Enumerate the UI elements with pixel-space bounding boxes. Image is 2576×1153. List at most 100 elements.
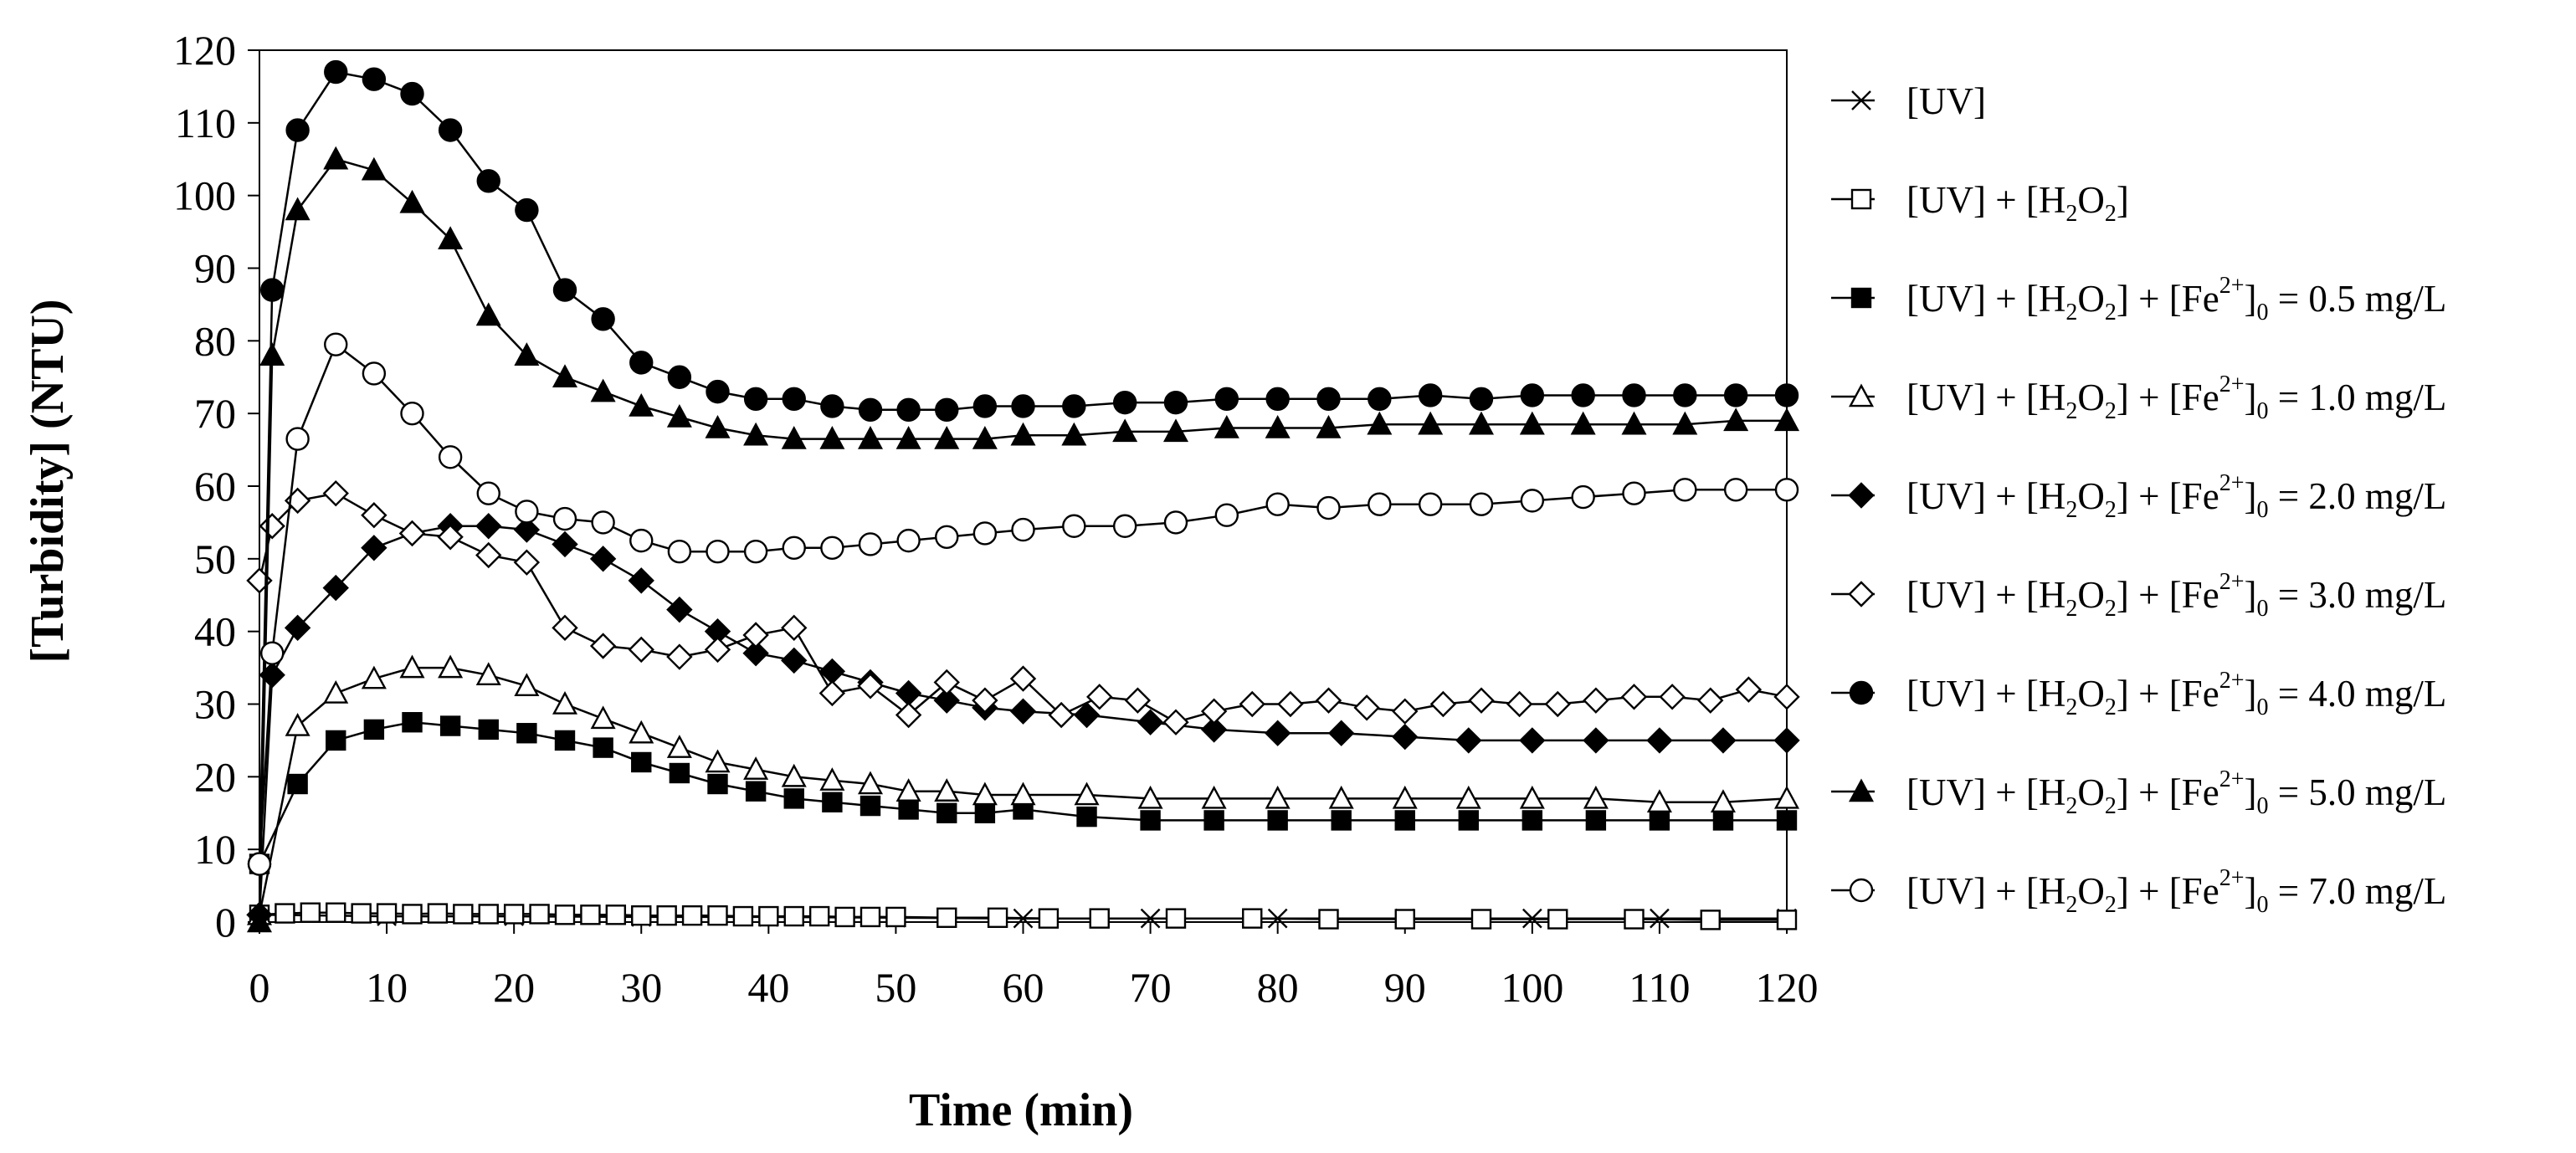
data-point bbox=[1712, 810, 1734, 831]
data-point bbox=[1392, 723, 1419, 751]
legend-label: [UV] + [H2O2] + [Fe2+]0 = 1.0 mg/L bbox=[1906, 372, 2446, 424]
data-point bbox=[552, 530, 578, 558]
data-point bbox=[475, 302, 501, 326]
data-point bbox=[478, 719, 499, 740]
legend-label-part: O bbox=[2077, 574, 2105, 616]
legend-label-part: 2+ bbox=[2219, 668, 2245, 694]
data-point bbox=[1265, 415, 1291, 438]
data-point bbox=[667, 539, 692, 564]
data-point bbox=[1214, 415, 1239, 438]
legend-label-part: 0 bbox=[2256, 793, 2268, 819]
data-point bbox=[705, 415, 731, 438]
data-point bbox=[1163, 510, 1188, 535]
data-point bbox=[972, 394, 998, 418]
legend-label-part: ] bbox=[2244, 377, 2256, 418]
y-tick-label: 90 bbox=[194, 245, 236, 292]
data-point bbox=[781, 614, 808, 642]
legend-label: [UV] + [H2O2] + [Fe2+]0 = 2.0 mg/L bbox=[1906, 470, 2446, 523]
data-point bbox=[552, 364, 578, 387]
data-point bbox=[820, 394, 844, 418]
series-layer bbox=[246, 59, 1800, 933]
legend-label-part: = 1.0 mg/L bbox=[2268, 377, 2446, 418]
data-point bbox=[1124, 687, 1152, 714]
data-point bbox=[514, 673, 540, 697]
data-point bbox=[629, 351, 654, 375]
legend-label-part: = 5.0 mg/L bbox=[2268, 771, 2446, 813]
legend-label-part: [UV] + [H bbox=[1906, 475, 2065, 517]
data-point bbox=[1010, 422, 1036, 446]
legend-layer: [UV][UV] + [H2O2][UV] + [H2O2] + [Fe2+]0… bbox=[1831, 80, 2446, 918]
data-point bbox=[513, 516, 541, 543]
y-tick-label: 80 bbox=[194, 317, 236, 364]
legend-label-part: 2 bbox=[2105, 300, 2117, 325]
data-point bbox=[629, 392, 654, 417]
data-point bbox=[820, 536, 844, 561]
data-point bbox=[1723, 478, 1748, 502]
data-point bbox=[402, 904, 423, 925]
data-point bbox=[974, 802, 996, 823]
data-point bbox=[857, 426, 884, 449]
data-point bbox=[1201, 785, 1227, 809]
data-point bbox=[326, 902, 346, 923]
data-point bbox=[1547, 909, 1568, 930]
data-point bbox=[1264, 720, 1291, 746]
data-point bbox=[631, 904, 652, 926]
data-point bbox=[1700, 910, 1721, 930]
data-point bbox=[399, 189, 425, 213]
data-point bbox=[936, 907, 957, 928]
data-point bbox=[1316, 495, 1341, 520]
data-point bbox=[745, 781, 767, 802]
data-point bbox=[1086, 684, 1113, 710]
data-point bbox=[858, 532, 883, 556]
data-point bbox=[476, 481, 500, 505]
data-point bbox=[628, 567, 654, 594]
data-point bbox=[732, 905, 754, 927]
data-point bbox=[1710, 789, 1736, 812]
data-point bbox=[1620, 684, 1648, 710]
data-point bbox=[400, 401, 424, 426]
data-point bbox=[1468, 687, 1495, 714]
data-point bbox=[1162, 709, 1189, 735]
legend-label-part: [UV] + [H bbox=[1906, 278, 2065, 320]
data-point bbox=[933, 669, 960, 696]
legend-label-part: 2 bbox=[2105, 793, 2117, 819]
data-point bbox=[1583, 687, 1609, 714]
y-tick-label: 60 bbox=[194, 463, 236, 510]
data-point bbox=[1673, 383, 1697, 407]
data-point bbox=[453, 904, 474, 925]
data-point bbox=[1455, 727, 1482, 754]
data-point bbox=[1570, 411, 1596, 435]
data-point bbox=[704, 636, 731, 664]
data-point bbox=[1571, 484, 1595, 510]
data-point bbox=[1649, 810, 1670, 831]
data-point bbox=[1112, 390, 1137, 415]
x-tick-label: 110 bbox=[1629, 964, 1690, 1011]
data-point bbox=[629, 528, 654, 553]
series-9 bbox=[247, 332, 1799, 876]
data-point bbox=[1062, 394, 1086, 418]
data-point bbox=[1140, 810, 1161, 831]
data-point bbox=[438, 445, 463, 469]
legend-label-part: O bbox=[2077, 278, 2105, 320]
data-point bbox=[552, 506, 577, 531]
data-point bbox=[782, 536, 806, 561]
data-point bbox=[552, 614, 578, 642]
legend-label-part: 2+ bbox=[2219, 273, 2245, 299]
x-axis-title: Time (min) bbox=[909, 1084, 1133, 1136]
data-point bbox=[351, 903, 372, 924]
data-point bbox=[1521, 810, 1543, 831]
x-tick-label: 80 bbox=[1257, 964, 1299, 1011]
legend-label-part: O bbox=[2077, 179, 2105, 221]
data-point bbox=[590, 705, 616, 730]
data-point bbox=[515, 500, 539, 524]
data-point bbox=[260, 641, 285, 665]
data-point bbox=[1468, 411, 1495, 435]
data-point bbox=[513, 549, 541, 576]
data-point bbox=[706, 379, 730, 404]
data-point bbox=[819, 426, 845, 449]
legend-label-part: 2 bbox=[2065, 497, 2077, 523]
data-point bbox=[1773, 684, 1800, 710]
y-tick-label: 0 bbox=[215, 899, 236, 945]
legend-entry-5: [UV] + [H2O2] + [Fe2+]0 = 2.0 mg/L bbox=[1831, 470, 2446, 523]
